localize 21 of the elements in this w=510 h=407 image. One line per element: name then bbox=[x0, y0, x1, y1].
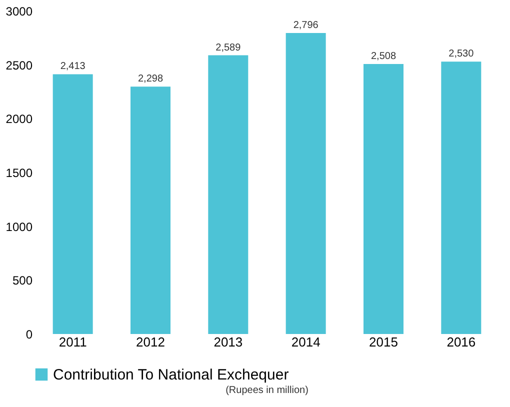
x-tick-label: 2012 bbox=[136, 334, 165, 350]
x-tick-label: 2016 bbox=[446, 334, 476, 350]
x-tick-label: 2015 bbox=[369, 334, 398, 350]
y-tick-label: 2500 bbox=[6, 58, 33, 72]
x-tick-label: 2013 bbox=[214, 334, 243, 350]
y-tick-label: 1000 bbox=[6, 220, 33, 234]
y-tick-label: 500 bbox=[12, 274, 33, 288]
text: 2,508 bbox=[370, 50, 396, 62]
y-tick-label: 1500 bbox=[6, 166, 33, 180]
y-tick-label: 3000 bbox=[6, 4, 33, 18]
x-tick-label: 2011 bbox=[58, 334, 87, 350]
text: 2,413 bbox=[60, 61, 86, 72]
y-tick-label: 2000 bbox=[6, 112, 33, 126]
x-tick-label: 2014 bbox=[291, 334, 320, 350]
text: 2,298 bbox=[138, 74, 164, 85]
y-tick-label: 0 bbox=[26, 328, 33, 342]
legend-label: Contribution To National Exchequer bbox=[53, 366, 289, 384]
text: (Rupees in million) bbox=[226, 385, 308, 396]
text: 2,530 bbox=[448, 48, 474, 60]
text: 2,589 bbox=[216, 42, 241, 54]
text: 2,796 bbox=[293, 20, 318, 31]
